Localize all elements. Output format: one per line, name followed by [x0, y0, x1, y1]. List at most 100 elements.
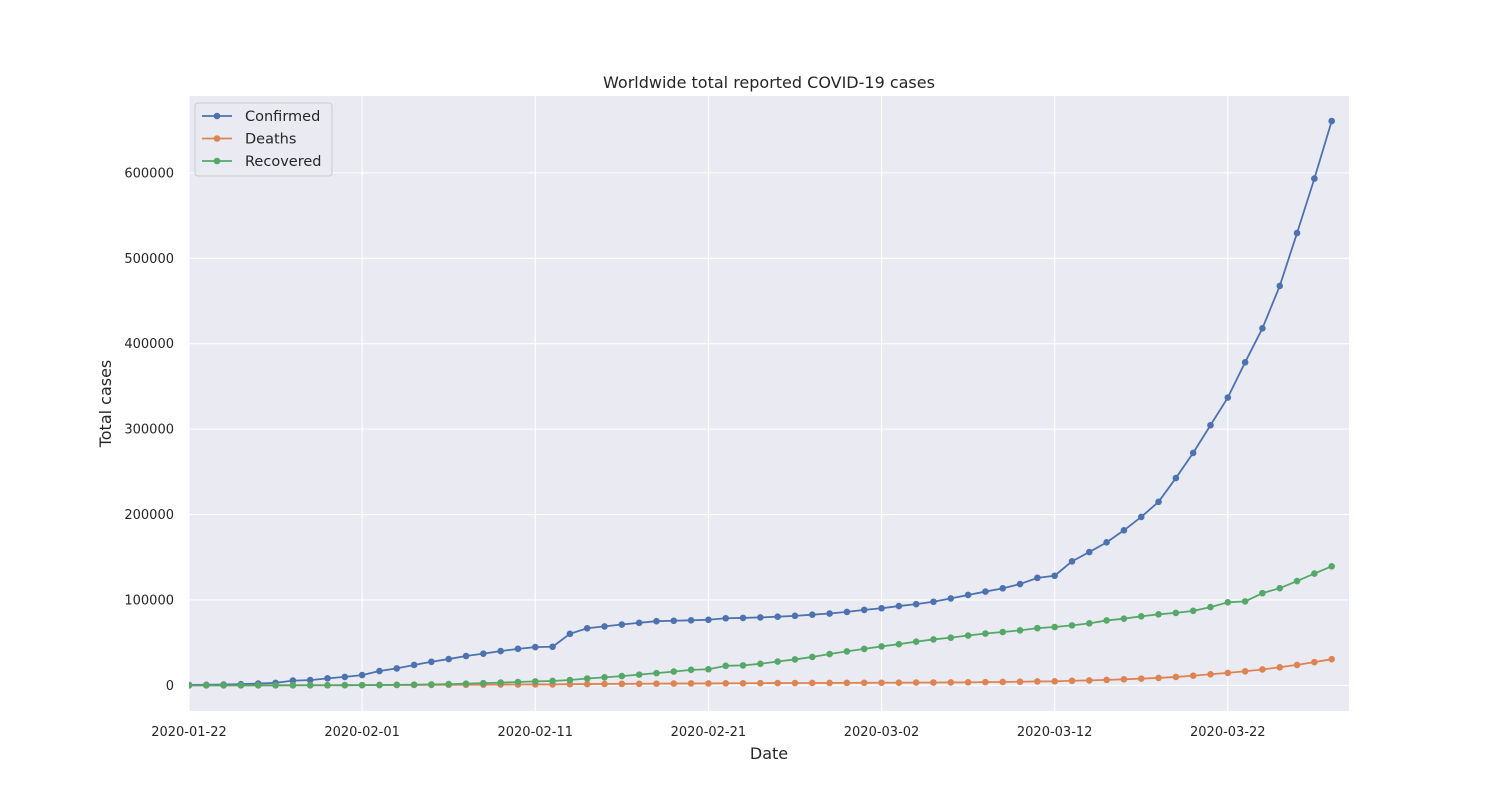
data-point-confirmed — [289, 677, 297, 684]
data-point-deaths — [912, 679, 920, 686]
data-point-recovered — [358, 681, 366, 689]
data-point-recovered — [1293, 577, 1301, 585]
legend-box — [194, 102, 333, 177]
data-point-confirmed — [947, 595, 955, 602]
data-point-confirmed — [1068, 558, 1076, 565]
data-point-confirmed — [1103, 539, 1110, 546]
data-point-recovered — [757, 660, 764, 668]
data-point-deaths — [722, 679, 730, 687]
data-point-confirmed — [757, 614, 764, 621]
data-point-confirmed — [618, 621, 626, 628]
data-point-recovered — [1276, 584, 1284, 592]
data-point-recovered — [912, 638, 920, 645]
data-point-recovered — [1034, 624, 1041, 632]
data-point-deaths — [583, 680, 591, 688]
x-tick-label: 2020-03-12 — [1017, 725, 1093, 740]
legend-entry-confirmed: Confirmed — [202, 109, 320, 125]
data-point-recovered — [1172, 609, 1180, 617]
data-point-recovered — [393, 681, 401, 689]
plot-area — [189, 96, 1349, 711]
data-point-confirmed — [982, 588, 989, 595]
x-tick-label: 2020-02-11 — [497, 725, 573, 740]
data-point-confirmed — [791, 612, 799, 620]
data-point-deaths — [687, 680, 695, 687]
y-tick-label: 600000 — [124, 166, 174, 181]
data-point-deaths — [791, 679, 799, 687]
legend: Confirmed Deaths Recovered — [194, 102, 333, 177]
data-point-recovered — [376, 681, 383, 689]
data-point-recovered — [428, 681, 435, 688]
data-point-recovered — [653, 669, 660, 677]
data-point-recovered — [808, 653, 816, 661]
data-point-deaths — [860, 679, 868, 687]
data-point-confirmed — [826, 610, 833, 617]
data-point-confirmed — [930, 598, 937, 606]
data-point-confirmed — [808, 611, 816, 618]
data-point-confirmed — [653, 617, 660, 625]
data-point-confirmed — [860, 606, 868, 614]
data-point-recovered — [670, 668, 678, 675]
data-point-deaths — [947, 679, 955, 686]
data-point-confirmed — [722, 614, 730, 622]
data-point-recovered — [774, 658, 781, 665]
legend-entry-recovered: Recovered — [202, 154, 321, 170]
data-point-confirmed — [1172, 474, 1180, 482]
data-point-deaths — [1259, 666, 1266, 673]
data-point-recovered — [618, 672, 626, 680]
y-tick-label: 100000 — [124, 593, 174, 608]
data-point-deaths — [930, 679, 937, 686]
legend-items: Confirmed Deaths Recovered — [202, 109, 321, 170]
data-point-recovered — [324, 681, 331, 689]
data-point-confirmed — [531, 643, 539, 651]
data-point-confirmed — [428, 658, 435, 666]
data-point-deaths — [808, 679, 816, 687]
data-point-confirmed — [1137, 513, 1145, 521]
legend-label: Recovered — [245, 154, 321, 170]
data-point-deaths — [1311, 658, 1318, 666]
data-point-recovered — [1155, 611, 1162, 618]
data-point-confirmed — [566, 630, 574, 638]
data-point-recovered — [220, 682, 227, 689]
data-point-recovered — [1224, 599, 1232, 606]
data-point-recovered — [982, 630, 989, 637]
data-point-deaths — [1241, 667, 1249, 675]
data-point-deaths — [1120, 675, 1128, 683]
data-point-recovered — [1051, 623, 1058, 631]
data-point-confirmed — [358, 671, 366, 679]
data-point-deaths — [774, 679, 781, 687]
data-point-deaths — [895, 679, 903, 686]
data-point-confirmed — [687, 616, 695, 624]
data-point-confirmed — [549, 643, 556, 651]
data-point-deaths — [1293, 661, 1301, 669]
data-point-deaths — [1034, 678, 1041, 685]
y-tick-label: 200000 — [124, 508, 174, 523]
data-point-recovered — [1137, 613, 1145, 620]
data-point-confirmed — [306, 676, 314, 684]
data-point-recovered — [272, 682, 279, 689]
data-point-recovered — [791, 656, 799, 663]
data-point-confirmed — [1016, 580, 1024, 588]
data-point-recovered — [601, 674, 608, 681]
data-point-recovered — [1259, 589, 1266, 597]
data-point-confirmed — [774, 613, 781, 620]
data-point-recovered — [635, 671, 643, 678]
data-point-confirmed — [341, 673, 349, 681]
data-point-recovered — [1207, 603, 1214, 611]
data-point-recovered — [289, 681, 297, 689]
x-tick-label: 2020-02-01 — [324, 725, 400, 740]
data-point-recovered — [549, 677, 556, 685]
y-tick-label: 500000 — [124, 252, 174, 267]
data-point-confirmed — [843, 608, 851, 616]
data-point-confirmed — [583, 624, 591, 632]
data-point-confirmed — [601, 623, 608, 630]
data-point-deaths — [635, 680, 643, 688]
legend-entry-deaths: Deaths — [202, 132, 296, 148]
data-point-deaths — [1016, 678, 1024, 686]
data-point-confirmed — [964, 591, 972, 599]
data-point-confirmed — [1259, 324, 1266, 332]
y-axis-ticks: 0 100000 200000 300000 400000 500000 600000 — [124, 166, 174, 694]
data-point-recovered — [964, 632, 972, 639]
data-point-confirmed — [324, 675, 331, 682]
data-point-recovered — [878, 643, 885, 650]
